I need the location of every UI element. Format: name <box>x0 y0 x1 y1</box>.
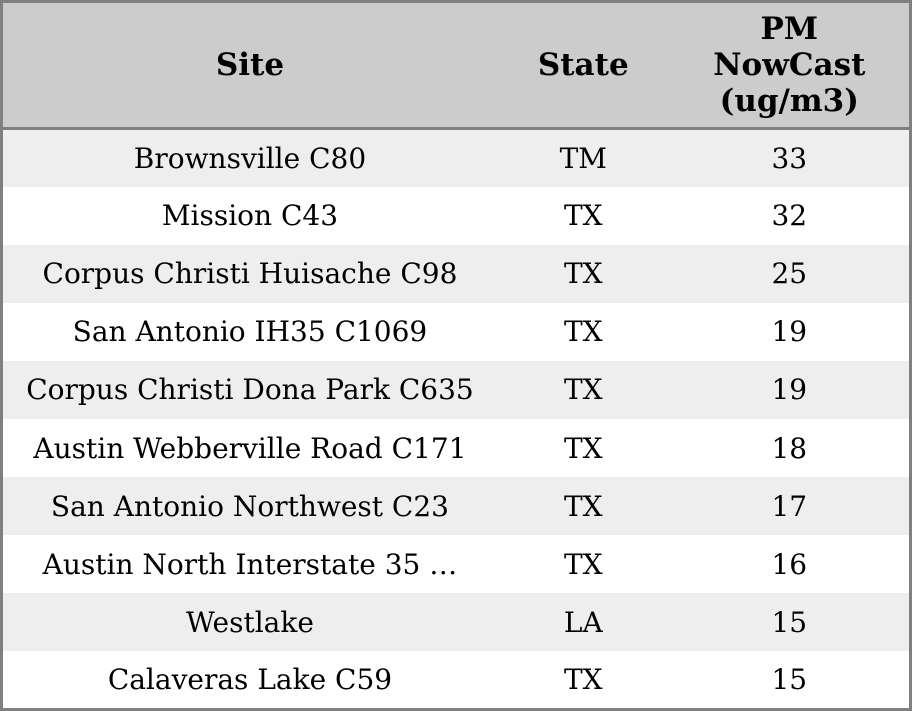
state-cell: TX <box>563 547 603 581</box>
pm-cell: 17 <box>771 489 808 523</box>
site-cell: Corpus Christi Huisache C98 <box>42 257 458 291</box>
site-cell: San Antonio IH35 C1069 <box>72 315 428 349</box>
site-cell: Westlake <box>186 605 314 639</box>
table-row: Austin North Interstate 35 … TX 16 <box>1 535 911 594</box>
table-row: Calaveras Lake C59 TX 15 <box>1 651 911 710</box>
col-header-state: State <box>496 1 670 130</box>
col-header-pm-nowcast: PM NowCast (ug/m3) <box>669 1 911 130</box>
state-cell: TX <box>563 373 603 407</box>
table-row: Brownsville C80 TM 33 <box>1 128 911 187</box>
col-header-site: Site <box>1 1 497 130</box>
site-cell: Mission C43 <box>161 199 339 233</box>
state-cell: TX <box>563 663 603 697</box>
pm-cell: 16 <box>771 547 808 581</box>
table-header-row: Site State PM NowCast (ug/m3) <box>1 1 911 130</box>
site-cell: Corpus Christi Dona Park C635 <box>26 373 474 407</box>
site-cell: Austin North Interstate 35 … <box>42 547 458 581</box>
pm-cell: 15 <box>771 605 808 639</box>
table-row: Westlake LA 15 <box>1 593 911 652</box>
state-cell: TX <box>563 431 603 465</box>
site-cell: Brownsville C80 <box>133 141 367 175</box>
table-row: San Antonio IH35 C1069 TX 19 <box>1 302 911 361</box>
table-row: Mission C43 TX 32 <box>1 186 911 245</box>
pm-cell: 32 <box>771 199 808 233</box>
pm-cell: 19 <box>771 315 808 349</box>
state-cell: TX <box>563 315 603 349</box>
table-row: San Antonio Northwest C23 TX 17 <box>1 477 911 536</box>
pm-cell: 33 <box>771 141 808 175</box>
pm-cell: 25 <box>771 257 808 291</box>
site-cell: San Antonio Northwest C23 <box>50 489 449 523</box>
state-cell: TX <box>563 489 603 523</box>
table-row: Austin Webberville Road C171 TX 18 <box>1 418 911 478</box>
table-row: Corpus Christi Dona Park C635 TX 19 <box>1 360 911 419</box>
state-cell: TX <box>563 199 603 233</box>
site-cell: Austin Webberville Road C171 <box>33 431 467 465</box>
site-cell: Calaveras Lake C59 <box>107 663 393 697</box>
state-cell: LA <box>563 605 603 639</box>
table-row: Corpus Christi Huisache C98 TX 25 <box>1 244 911 303</box>
pm-cell: 18 <box>771 431 808 465</box>
state-cell: TX <box>563 257 603 291</box>
state-cell: TM <box>559 141 607 175</box>
pm-cell: 19 <box>771 373 808 407</box>
pm-cell: 15 <box>771 663 808 697</box>
